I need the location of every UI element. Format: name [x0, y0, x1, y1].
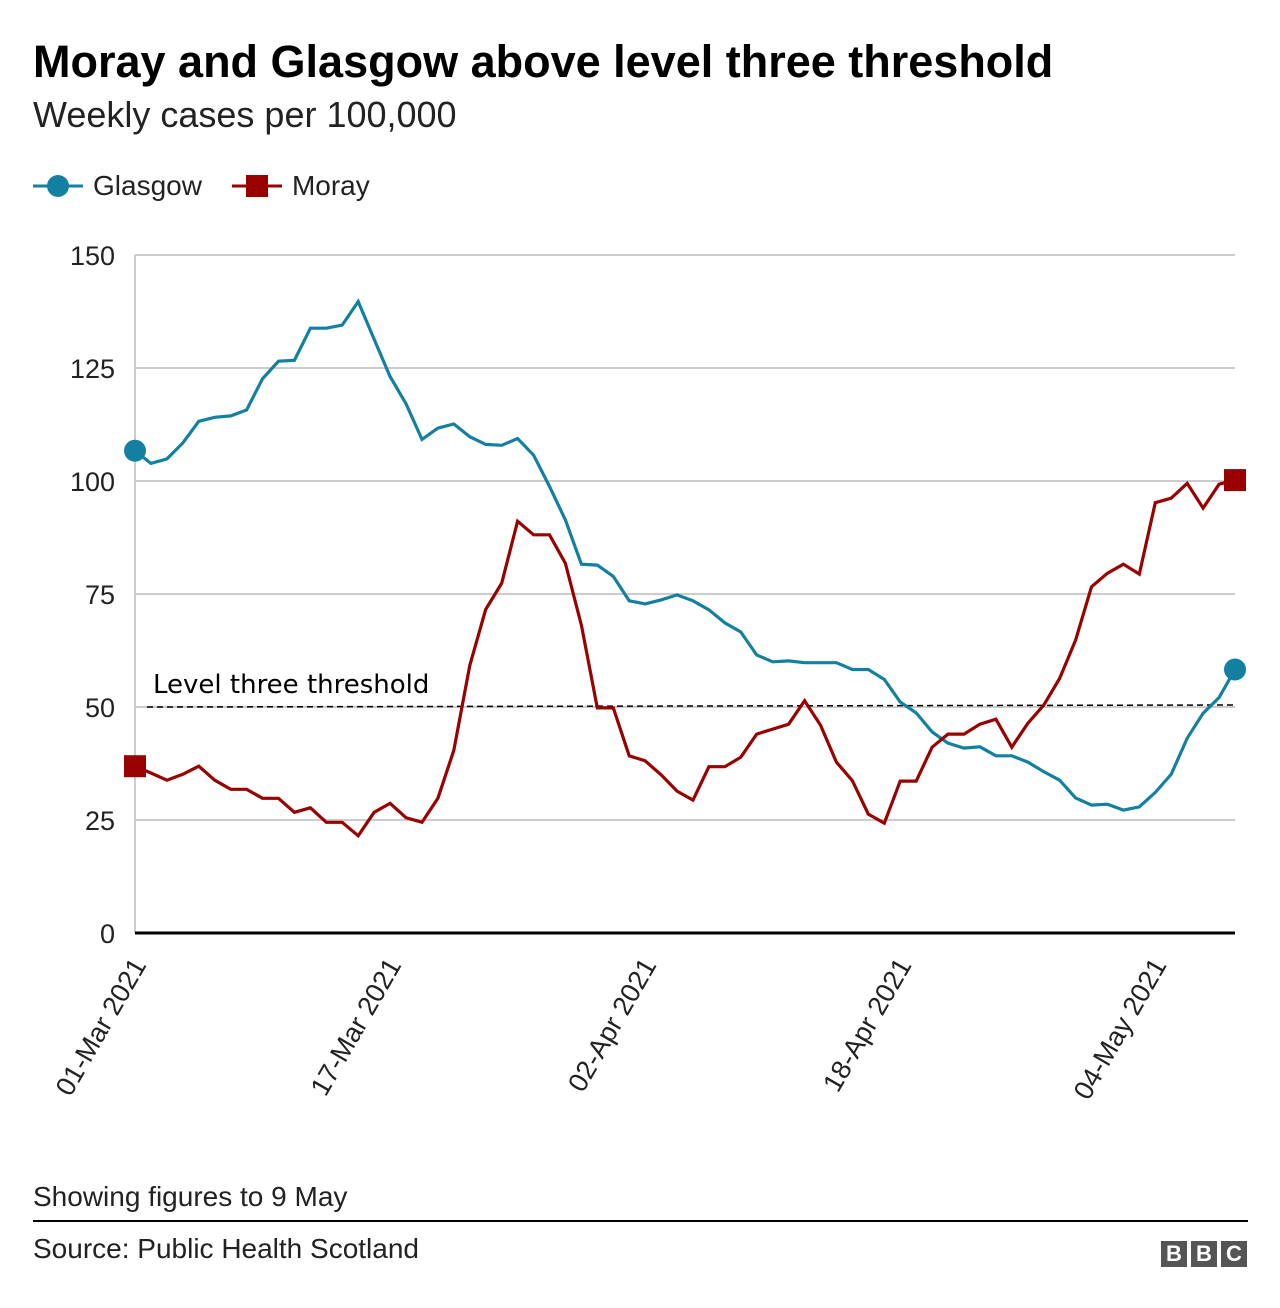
legend-square-marker-icon — [231, 175, 282, 197]
chart-title: Moray and Glasgow above level three thre… — [33, 36, 1054, 87]
legend: Glasgow Moray — [33, 170, 370, 202]
y-tick-label: 125 — [70, 354, 115, 384]
footer-note: Showing figures to 9 May — [33, 1181, 348, 1212]
series-marker-moray — [1224, 469, 1246, 492]
y-tick-label: 50 — [85, 693, 115, 723]
y-tick-label: 100 — [70, 467, 115, 497]
y-tick-label: 75 — [85, 580, 115, 610]
legend-label-moray: Moray — [291, 170, 370, 201]
x-tick-label: 18-Apr 2021 — [817, 953, 917, 1097]
chart-subtitle: Weekly cases per 100,000 — [33, 94, 457, 135]
series-marker-moray — [124, 755, 146, 778]
source-text: Source: Public Health Scotland — [33, 1233, 419, 1264]
threshold-label: Level three threshold — [153, 670, 429, 700]
threshold-line — [146, 704, 1236, 708]
series-line-moray — [134, 478, 1236, 839]
y-tick-label: 0 — [100, 919, 115, 949]
y-tick-label: 25 — [85, 806, 115, 836]
legend-item-glasgow: Glasgow — [33, 170, 202, 202]
y-tick-label: 150 — [70, 241, 115, 271]
series-line-glasgow — [134, 298, 1237, 812]
x-tick-label: 02-Apr 2021 — [562, 953, 662, 1097]
series-marker-glasgow — [1224, 658, 1246, 681]
x-tick-label: 01-Mar 2021 — [50, 953, 153, 1101]
x-tick-label: 04-May 2021 — [1068, 953, 1173, 1104]
legend-circle-marker-icon — [33, 175, 83, 197]
x-tick-label: 17-Mar 2021 — [305, 953, 408, 1101]
legend-item-moray: Moray — [231, 170, 370, 202]
footer-divider — [33, 1220, 1248, 1222]
series-marker-glasgow — [124, 439, 146, 462]
legend-label-glasgow: Glasgow — [93, 170, 202, 201]
